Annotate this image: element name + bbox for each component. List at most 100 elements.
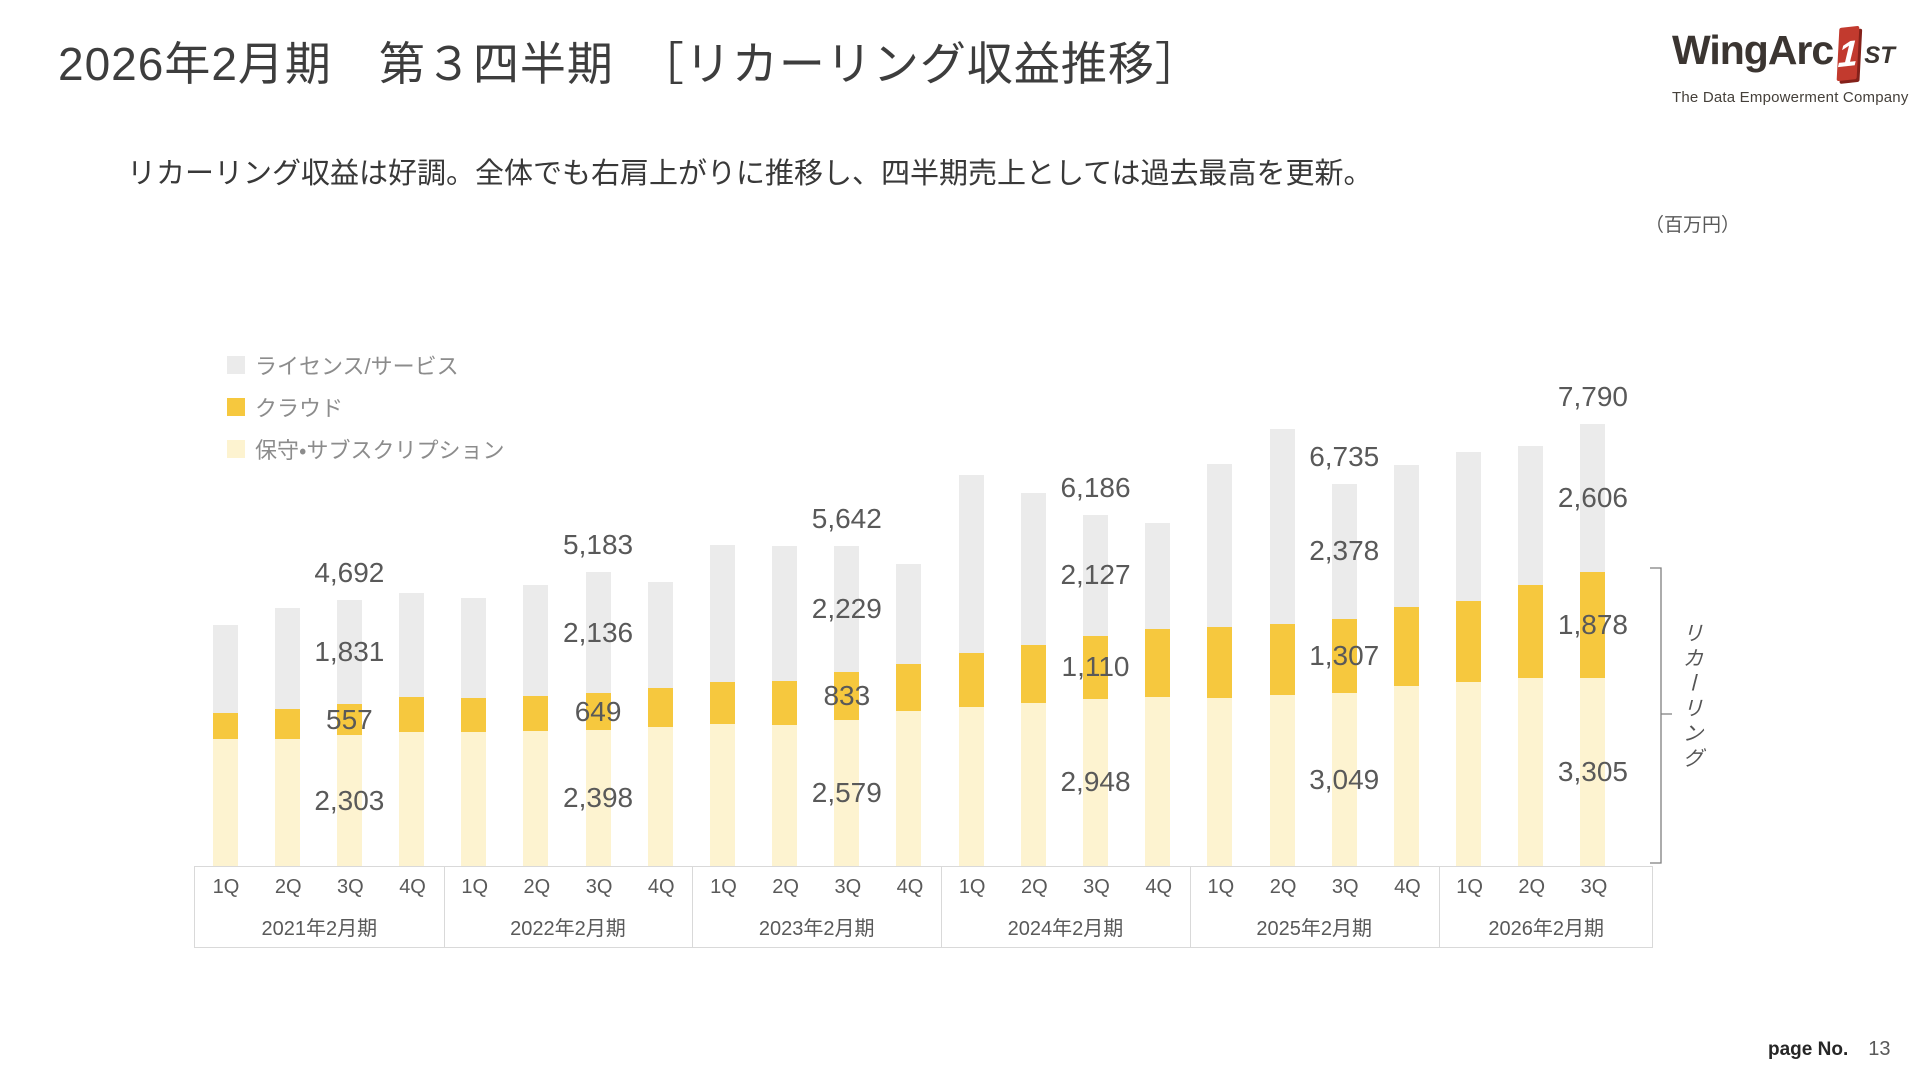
bar-segment — [1580, 678, 1606, 866]
bar-segment — [896, 711, 922, 866]
page-footer: page No. 13 — [1768, 1038, 1890, 1061]
bar-segment — [772, 546, 798, 682]
quarter-label: 2Q — [1269, 876, 1297, 898]
wingarc-logo: WingArc 1 ST The Data Empowerment Compan… — [1672, 25, 1909, 106]
bar-segment — [212, 625, 238, 713]
logo-tagline: The Data Empowerment Company — [1672, 89, 1909, 106]
bar-segment — [1456, 601, 1482, 683]
bar-segment — [1083, 635, 1109, 699]
bar-segment — [958, 475, 984, 654]
bar-segment — [1083, 515, 1109, 636]
legend-row: クラウド — [227, 386, 504, 428]
quarter-label: 3Q — [337, 876, 364, 898]
page-no-label: page No. — [1768, 1039, 1849, 1060]
bar-segment — [585, 571, 611, 694]
group-divider — [941, 867, 943, 947]
quarter-label: 2Q — [1518, 876, 1546, 898]
cloud-value-label: 649 — [574, 695, 622, 727]
bar-segment — [1393, 465, 1419, 608]
license-value-label: 1,831 — [314, 635, 385, 667]
bar-segment — [709, 681, 735, 724]
legend-row: 保守・サブスクリプション — [227, 428, 504, 470]
bar-segment — [1393, 607, 1419, 687]
quarter-label: 3Q — [1580, 876, 1608, 898]
chart-legend: ライセンス/サービスクラウド保守・サブスクリプション — [227, 344, 504, 470]
recurring-bracket — [1650, 567, 1672, 864]
total-value-label: 7,790 — [1557, 381, 1628, 412]
maintenance-value-label: 3,305 — [1557, 756, 1628, 788]
bar-segment — [399, 696, 425, 733]
bar-segment — [958, 707, 984, 866]
group-divider — [1438, 867, 1440, 947]
bar-segment — [1518, 678, 1544, 866]
quarter-label: 1Q — [461, 876, 489, 898]
page-title: 2026年2月期 第３四半期 ［リカーリング収益推移］ — [58, 38, 1202, 90]
bar-segment — [1145, 522, 1171, 629]
quarter-label: 2Q — [1020, 876, 1048, 898]
quarter-label: 4Q — [1145, 876, 1173, 898]
quarter-label: 4Q — [399, 876, 426, 898]
fiscal-year-label: 2025年2月期 — [1256, 918, 1372, 940]
quarter-label: 1Q — [212, 876, 240, 898]
bar-segment — [834, 719, 860, 866]
bar-segment — [834, 672, 860, 720]
bar-segment — [399, 732, 425, 866]
bar-segment — [709, 723, 735, 866]
bar-segment — [1020, 703, 1046, 866]
bar-segment — [1207, 464, 1233, 628]
license-value-label: 2,136 — [563, 616, 634, 648]
logo-one-digit: 1 — [1837, 31, 1860, 75]
quarter-label: 2Q — [523, 876, 551, 898]
quarter-label: 4Q — [647, 876, 675, 898]
bar-segment — [647, 581, 673, 688]
fiscal-year-label: 2022年2月期 — [510, 918, 626, 940]
subtitle: リカーリング収益は好調。全体でも右肩上がりに推移し、四半期売上としては過去最高を… — [127, 158, 1373, 190]
bar-segment — [1518, 585, 1544, 679]
unit-label: （百万円） — [1645, 215, 1741, 236]
group-divider — [443, 867, 445, 947]
cloud-value-label: 1,307 — [1309, 639, 1380, 671]
bar-segment — [1020, 493, 1046, 646]
bar-segment — [1207, 627, 1233, 699]
quarter-label: 3Q — [834, 876, 862, 898]
cloud-value-label: 557 — [326, 703, 373, 735]
quarter-label: 1Q — [1456, 876, 1483, 898]
bar-segment — [1207, 698, 1233, 866]
bar-segment — [336, 599, 362, 704]
bar-segment — [958, 653, 984, 708]
maintenance-value-label: 2,303 — [314, 784, 385, 816]
bar-segment — [896, 663, 922, 712]
bar-segment — [1145, 696, 1171, 866]
legend-row: ライセンス/サービス — [227, 344, 504, 386]
bar-segment — [834, 545, 860, 673]
bar-segment — [1580, 424, 1606, 572]
bar-segment — [1083, 698, 1109, 866]
legend-label: ライセンス/サービス — [255, 354, 459, 379]
quarter-label: 3Q — [1083, 876, 1110, 898]
bar-segment — [709, 545, 735, 682]
total-value-label: 5,642 — [811, 502, 882, 534]
bar-segment — [212, 712, 238, 739]
bar-segment — [274, 708, 300, 739]
quarter-label: 4Q — [896, 876, 924, 898]
quarter-label: 1Q — [958, 876, 986, 898]
maintenance-value-label: 3,049 — [1309, 763, 1380, 795]
fiscal-year-label: 2026年2月期 — [1488, 918, 1605, 940]
bar-segment — [1269, 428, 1295, 625]
cloud-value-label: 1,878 — [1557, 609, 1628, 641]
total-value-label: 6,735 — [1309, 440, 1380, 472]
bar-segment — [1580, 571, 1606, 679]
bar-segment — [647, 726, 673, 866]
legend-swatch — [227, 398, 245, 416]
total-value-label: 6,186 — [1060, 472, 1131, 504]
bar-segment — [336, 703, 362, 736]
bar-segment — [1331, 692, 1357, 866]
bar-segment — [212, 738, 238, 866]
bar-segment — [1331, 618, 1357, 693]
bar-segment — [399, 593, 425, 697]
bar-segment — [461, 732, 487, 866]
logo-brand-text: WingArc — [1672, 27, 1834, 73]
bar-segment — [274, 608, 300, 709]
license-value-label: 2,127 — [1060, 559, 1131, 591]
legend-label: 保守・サブスクリプション — [255, 438, 505, 463]
